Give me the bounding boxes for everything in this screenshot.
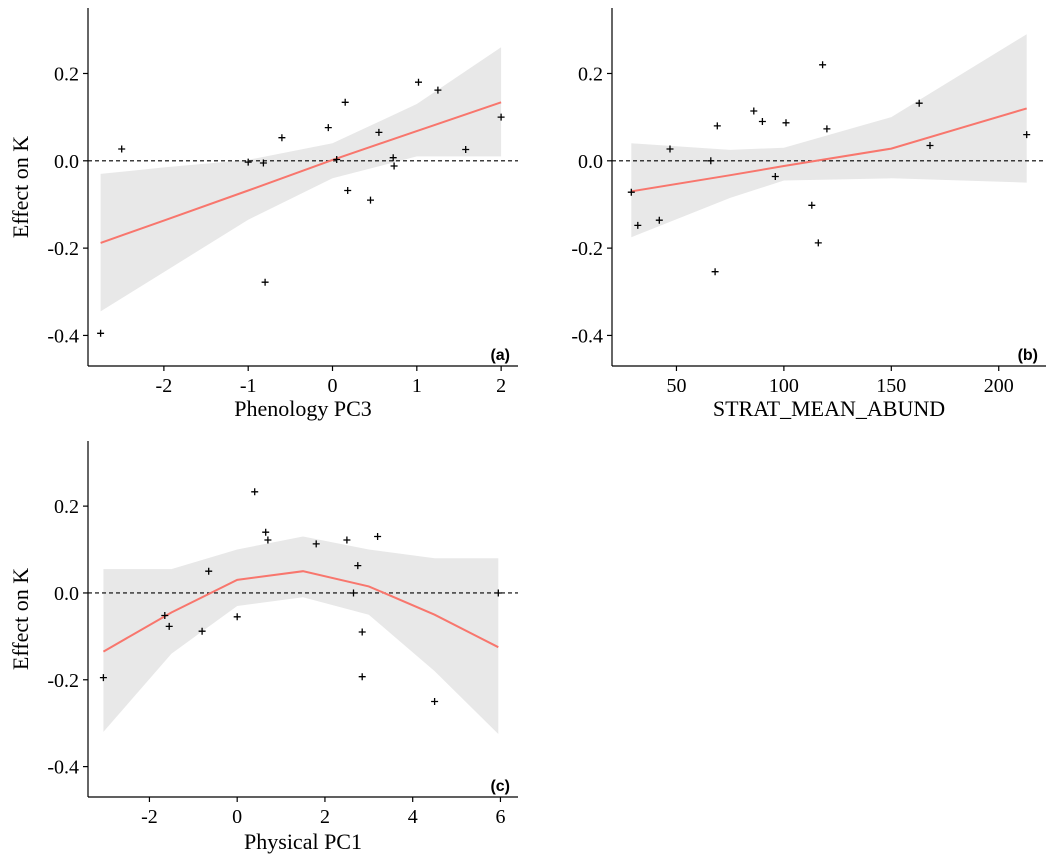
fit-line — [100, 101, 502, 244]
confidence-band — [100, 47, 502, 312]
data-point — [434, 86, 442, 94]
data-point — [97, 329, 105, 337]
x-tick-label: 0 — [232, 806, 242, 828]
x-tick-label: 4 — [408, 806, 418, 828]
x-tick-label: -1 — [240, 375, 257, 397]
data-point — [165, 622, 173, 630]
data-point — [415, 78, 422, 86]
confidence-band — [103, 536, 499, 734]
confidence-band — [631, 34, 1027, 238]
fit-line — [102, 570, 499, 653]
data-point — [1023, 131, 1031, 139]
data-point — [161, 612, 169, 619]
data-point — [99, 674, 107, 682]
data-point — [324, 124, 332, 132]
y-tick-label: 0.2 — [578, 63, 603, 85]
data-point — [358, 628, 366, 636]
data-point — [264, 536, 272, 544]
x-tick-label: 2 — [496, 375, 506, 397]
data-point — [244, 158, 252, 166]
data-point — [497, 113, 505, 121]
x-tick-label: 200 — [984, 375, 1014, 397]
x-tick-label: -2 — [156, 375, 173, 397]
y-tick-label: -0.4 — [47, 325, 79, 347]
x-tick-label: 0 — [328, 375, 338, 397]
data-point — [808, 201, 816, 209]
data-point — [205, 567, 213, 575]
data-point — [312, 540, 320, 548]
data-point — [915, 99, 923, 107]
data-point — [389, 154, 397, 162]
panel-label: (a) — [490, 347, 510, 364]
x-tick-label: -2 — [141, 806, 158, 828]
panel-b: -0.4 -0.2 0.0 0.2 50 100 150 200 STRAT_MEAN_ABUN… — [571, 8, 1046, 421]
y-tick-label: 0.0 — [54, 583, 79, 605]
data-point — [431, 698, 439, 705]
data-point — [750, 107, 758, 115]
data-point — [261, 278, 269, 286]
data-point — [711, 268, 719, 276]
data-point — [819, 61, 827, 69]
data-point — [233, 613, 241, 621]
data-point — [354, 562, 362, 570]
data-point — [262, 528, 270, 536]
y-tick-label: 0.2 — [54, 496, 79, 518]
panel-a: -0.4 -0.2 0.0 0.2 -2 -1 0 1 2 Phenology PC3 Effect… — [8, 8, 518, 421]
data-point — [278, 134, 286, 142]
y-tick-label: -0.2 — [47, 670, 79, 692]
y-tick-label: 0.0 — [54, 151, 79, 173]
x-tick-label: 1 — [412, 375, 422, 397]
data-point — [333, 156, 341, 163]
x-tick-label: 2 — [320, 806, 330, 828]
y-tick-label: -0.4 — [571, 325, 603, 347]
data-point — [462, 146, 470, 153]
data-point — [375, 128, 383, 136]
y-tick-label: 0.2 — [54, 63, 79, 85]
data-point — [926, 142, 934, 149]
panel-label: (c) — [490, 778, 510, 795]
y-tick-label: -0.2 — [571, 238, 603, 260]
data-point — [358, 673, 366, 681]
y-tick-label: -0.4 — [47, 757, 79, 779]
data-point — [341, 98, 349, 106]
x-axis-title: Physical PC1 — [244, 829, 362, 854]
data-point — [713, 122, 721, 130]
data-point — [374, 533, 382, 540]
y-tick-label: -0.2 — [47, 238, 79, 260]
data-point — [251, 488, 259, 496]
panel-label: (b) — [1018, 347, 1038, 364]
data-point — [655, 216, 663, 224]
panel-c: -0.4 -0.2 0.0 0.2 -2 0 2 4 6 Physical PC1 Effect o… — [8, 441, 518, 854]
data-point — [627, 188, 635, 196]
data-point — [198, 627, 206, 635]
data-point — [771, 173, 779, 180]
x-axis-title: STRAT_MEAN_ABUND — [713, 396, 945, 421]
x-tick-label: 100 — [769, 375, 799, 397]
x-tick-label: 50 — [666, 375, 686, 397]
data-point — [758, 118, 766, 125]
data-point — [367, 196, 374, 204]
y-axis-title: Effect on K — [8, 568, 33, 670]
data-point — [259, 159, 267, 167]
data-point — [823, 125, 831, 133]
data-point — [634, 221, 642, 229]
data-point — [390, 162, 398, 170]
x-axis-title: Phenology PC3 — [234, 396, 372, 421]
y-axis-title: Effect on K — [8, 136, 33, 238]
data-point — [343, 536, 351, 544]
data-point — [494, 589, 502, 597]
y-tick-label: 0.0 — [578, 151, 603, 173]
data-point — [350, 589, 357, 597]
data-point — [118, 145, 126, 153]
fit-line — [631, 107, 1027, 193]
data-point — [782, 119, 790, 127]
data-point — [814, 239, 822, 247]
x-tick-label: 6 — [495, 806, 505, 828]
x-tick-label: 150 — [876, 375, 906, 397]
data-point — [707, 157, 715, 165]
data-point — [666, 145, 674, 153]
data-point — [344, 187, 352, 194]
